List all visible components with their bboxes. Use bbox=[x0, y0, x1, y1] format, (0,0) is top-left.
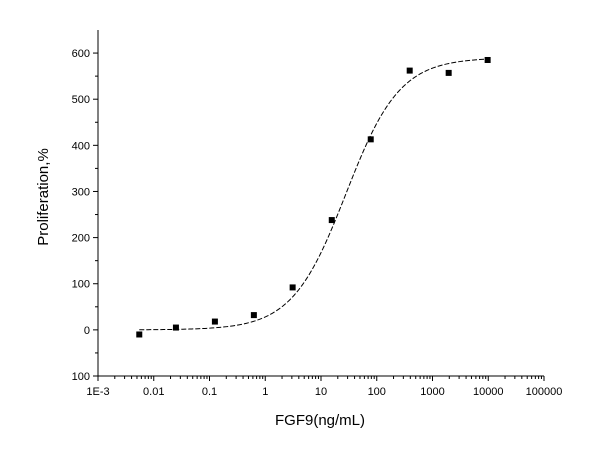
data-point bbox=[211, 318, 218, 325]
data-point bbox=[289, 284, 296, 291]
data-point bbox=[445, 69, 452, 76]
data-point bbox=[367, 136, 374, 143]
x-tick-label: 1 bbox=[262, 386, 268, 398]
data-point bbox=[328, 217, 335, 224]
y-tick-label: 500 bbox=[72, 94, 90, 106]
data-point bbox=[484, 56, 491, 63]
fit-curve-layer bbox=[139, 58, 489, 331]
fit-curve bbox=[139, 58, 489, 331]
x-tick-label: 10 bbox=[315, 386, 327, 398]
y-tick-label: 100 bbox=[72, 371, 90, 383]
x-tick-label: 0.01 bbox=[143, 386, 164, 398]
y-tick-label: 100 bbox=[72, 279, 90, 291]
x-tick-label: 100000 bbox=[526, 386, 563, 398]
data-points-layer bbox=[136, 56, 491, 338]
y-tick-label: 600 bbox=[72, 48, 90, 60]
x-tick-label: 10000 bbox=[473, 386, 504, 398]
data-point bbox=[406, 67, 413, 74]
axes bbox=[97, 30, 544, 377]
x-tick-label: 1E-3 bbox=[86, 386, 109, 398]
y-tick-label: 400 bbox=[72, 140, 90, 152]
x-axis-title: FGF9(ng/mL) bbox=[275, 412, 365, 429]
data-point bbox=[250, 312, 257, 319]
x-tick-label: 1000 bbox=[420, 386, 444, 398]
data-point bbox=[136, 331, 143, 338]
y-axis-title: Proliferation,% bbox=[35, 148, 52, 246]
x-tick-label: 0.1 bbox=[202, 386, 217, 398]
y-tick-label: 300 bbox=[72, 186, 90, 198]
x-tick-label: 100 bbox=[368, 386, 386, 398]
data-point bbox=[172, 324, 179, 331]
y-tick-label: 200 bbox=[72, 233, 90, 245]
y-tick-label: 0 bbox=[84, 325, 90, 337]
